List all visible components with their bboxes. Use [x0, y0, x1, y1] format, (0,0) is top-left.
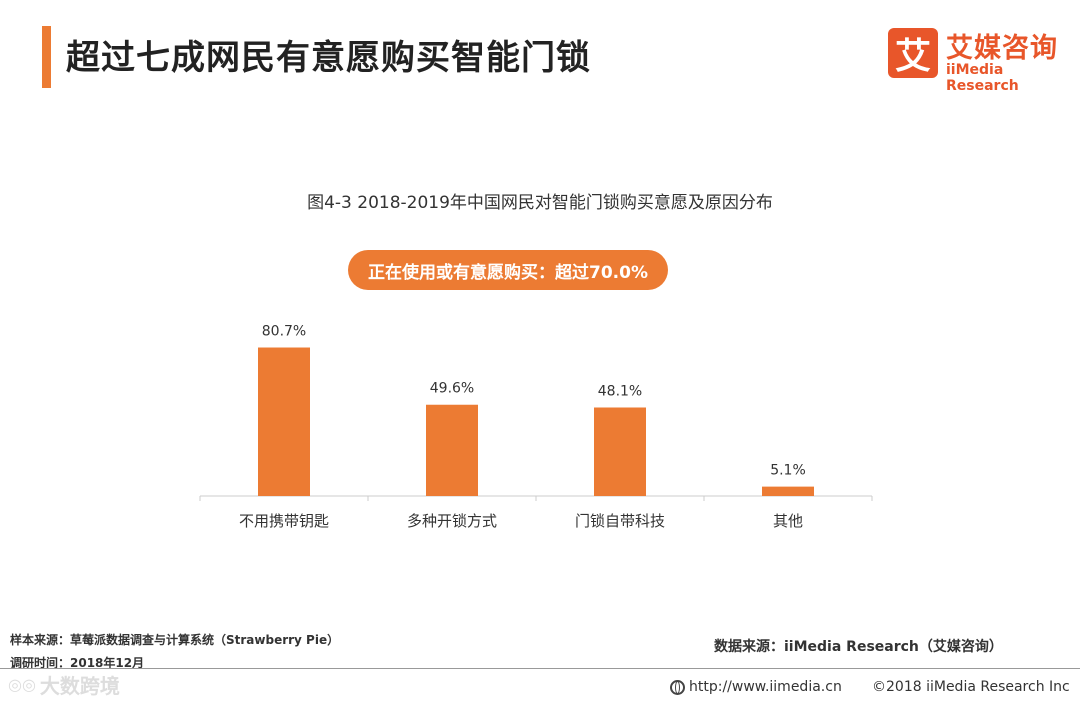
bar-2 [594, 407, 646, 496]
bar-value-label: 48.1% [598, 383, 642, 399]
globe-icon [670, 679, 685, 695]
logo-english-name: iiMedia Research [946, 62, 1019, 94]
chart-title: 图4-3 2018-2019年中国网民对智能门锁购买意愿及原因分布 [307, 193, 773, 213]
watermark: ◎◎ 大数跨境 [8, 670, 120, 699]
bar-0 [258, 347, 310, 496]
bar-chart: 80.7% 不用携带钥匙 49.6% 多种开锁方式 48.1% 门锁自带科技 5.1% 其他 [199, 324, 873, 530]
data-source: 数据来源：iiMedia Research（艾媒咨询） [714, 639, 1003, 655]
logo-chinese-name: 艾媒咨询 [946, 33, 1058, 64]
website-url[interactable]: http://www.iimedia.cn [689, 679, 842, 695]
brand-logo: 艾 艾媒咨询 iiMedia Research [888, 28, 1068, 94]
bar-3 [762, 486, 814, 496]
bar-value-label: 5.1% [770, 463, 806, 479]
category-label: 其他 [773, 512, 803, 530]
bar-value-label: 49.6% [430, 381, 474, 397]
bar-1 [426, 404, 478, 496]
watermark-text: 大数跨境 [39, 674, 120, 698]
bar-value-label: 80.7% [262, 324, 306, 340]
website-link[interactable]: http://www.iimedia.cn [670, 679, 842, 695]
page-title: 超过七成网民有意愿购买智能门锁 [66, 38, 591, 78]
category-label: 不用携带钥匙 [239, 512, 329, 530]
category-label: 门锁自带科技 [575, 512, 665, 530]
category-label: 多种开锁方式 [407, 512, 497, 530]
copyright-text: ©2018 iiMedia Research Inc [872, 679, 1070, 695]
title-accent-bar [42, 26, 51, 88]
watermark-logo-icon: ◎◎ [8, 675, 36, 694]
footer-divider [0, 668, 1080, 669]
highlight-pill: 正在使用或有意愿购买：超过70.0% [348, 250, 668, 290]
logo-badge-icon: 艾 [888, 28, 938, 78]
sample-source: 样本来源：草莓派数据调查与计算系统（Strawberry Pie） [10, 633, 340, 647]
survey-time: 调研时间：2018年12月 [10, 656, 145, 670]
